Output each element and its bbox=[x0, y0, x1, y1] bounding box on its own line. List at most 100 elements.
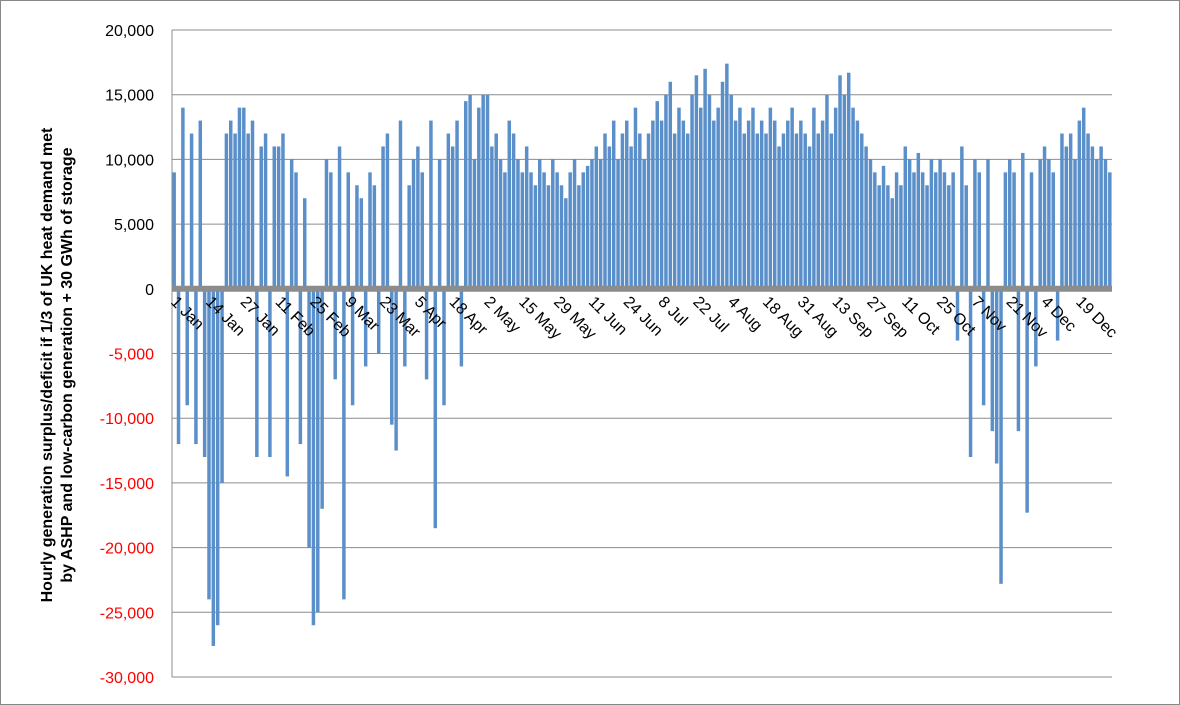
y-tick-label: -25,000 bbox=[100, 605, 154, 622]
bar bbox=[1086, 133, 1090, 289]
bar bbox=[973, 159, 977, 289]
bar bbox=[233, 133, 237, 289]
bar bbox=[977, 172, 982, 289]
bar bbox=[699, 107, 703, 289]
bar bbox=[611, 120, 616, 289]
bar bbox=[546, 185, 551, 289]
bar bbox=[707, 94, 712, 289]
bar bbox=[572, 159, 577, 289]
bar bbox=[868, 159, 873, 289]
bar bbox=[768, 107, 773, 289]
bar bbox=[311, 288, 316, 626]
bar bbox=[846, 72, 851, 289]
bar bbox=[333, 288, 337, 380]
bar bbox=[625, 120, 629, 289]
bar bbox=[925, 185, 929, 289]
bar bbox=[781, 133, 786, 289]
bar bbox=[207, 288, 211, 600]
bar bbox=[1090, 146, 1095, 289]
bar bbox=[759, 120, 764, 289]
bar bbox=[685, 133, 690, 289]
bar bbox=[951, 172, 955, 289]
bar bbox=[455, 120, 459, 289]
bar bbox=[1060, 133, 1064, 289]
bar bbox=[551, 159, 555, 289]
bar bbox=[433, 288, 438, 529]
bar bbox=[350, 288, 355, 406]
bar bbox=[490, 146, 494, 289]
bar bbox=[716, 107, 720, 289]
bar bbox=[577, 185, 581, 289]
bar bbox=[1025, 288, 1029, 513]
bar bbox=[803, 133, 807, 289]
bar bbox=[420, 172, 424, 289]
bar bbox=[590, 159, 594, 289]
bar bbox=[1095, 159, 1099, 289]
bar bbox=[372, 185, 377, 289]
bar bbox=[268, 288, 272, 458]
bar bbox=[429, 120, 433, 289]
bar bbox=[786, 120, 790, 289]
bar bbox=[424, 288, 429, 380]
bar bbox=[890, 198, 894, 289]
bar bbox=[363, 288, 368, 367]
bar bbox=[812, 107, 816, 289]
bar bbox=[1077, 120, 1082, 289]
bar bbox=[607, 146, 612, 289]
bar bbox=[450, 146, 455, 289]
bar bbox=[250, 120, 255, 289]
bar bbox=[559, 185, 564, 289]
y-tick-label: 0 bbox=[145, 282, 154, 299]
bar bbox=[772, 120, 777, 289]
bar bbox=[1034, 288, 1038, 367]
bar bbox=[738, 107, 742, 289]
bar bbox=[529, 172, 533, 289]
bar bbox=[794, 133, 799, 289]
bar bbox=[799, 120, 803, 289]
bar bbox=[555, 172, 559, 289]
bar bbox=[568, 172, 572, 289]
bar bbox=[1016, 288, 1021, 432]
bar bbox=[390, 288, 394, 425]
bar bbox=[189, 133, 194, 289]
bar bbox=[720, 81, 725, 289]
bar bbox=[1051, 172, 1055, 289]
bar bbox=[324, 159, 329, 289]
bar bbox=[485, 94, 490, 289]
y-tick-label: 10,000 bbox=[105, 152, 154, 169]
bar bbox=[272, 146, 277, 289]
bar bbox=[533, 185, 538, 289]
bar bbox=[994, 288, 999, 464]
bar bbox=[281, 133, 285, 289]
bar bbox=[524, 146, 529, 289]
bar bbox=[616, 159, 620, 289]
bar bbox=[746, 120, 751, 289]
bar bbox=[594, 146, 599, 289]
bar bbox=[659, 120, 664, 289]
bar bbox=[681, 120, 686, 289]
bar bbox=[237, 107, 242, 289]
bar bbox=[185, 288, 189, 406]
bar bbox=[777, 146, 781, 289]
bar bbox=[1029, 172, 1034, 289]
bar bbox=[842, 94, 847, 289]
bar bbox=[398, 120, 403, 289]
bar bbox=[881, 165, 886, 289]
bar bbox=[873, 172, 877, 289]
bar bbox=[672, 133, 677, 289]
bar bbox=[320, 288, 324, 509]
bar bbox=[1047, 159, 1051, 289]
bar bbox=[764, 133, 768, 289]
bar bbox=[259, 146, 263, 289]
bar bbox=[564, 198, 568, 289]
bar bbox=[285, 288, 290, 477]
bar bbox=[294, 172, 298, 289]
bar bbox=[1099, 146, 1103, 289]
bar bbox=[816, 133, 820, 289]
bar bbox=[337, 146, 342, 289]
bar bbox=[947, 185, 951, 289]
bar bbox=[1012, 172, 1016, 289]
bar bbox=[860, 133, 864, 289]
bar bbox=[211, 288, 216, 646]
bar bbox=[999, 288, 1003, 584]
